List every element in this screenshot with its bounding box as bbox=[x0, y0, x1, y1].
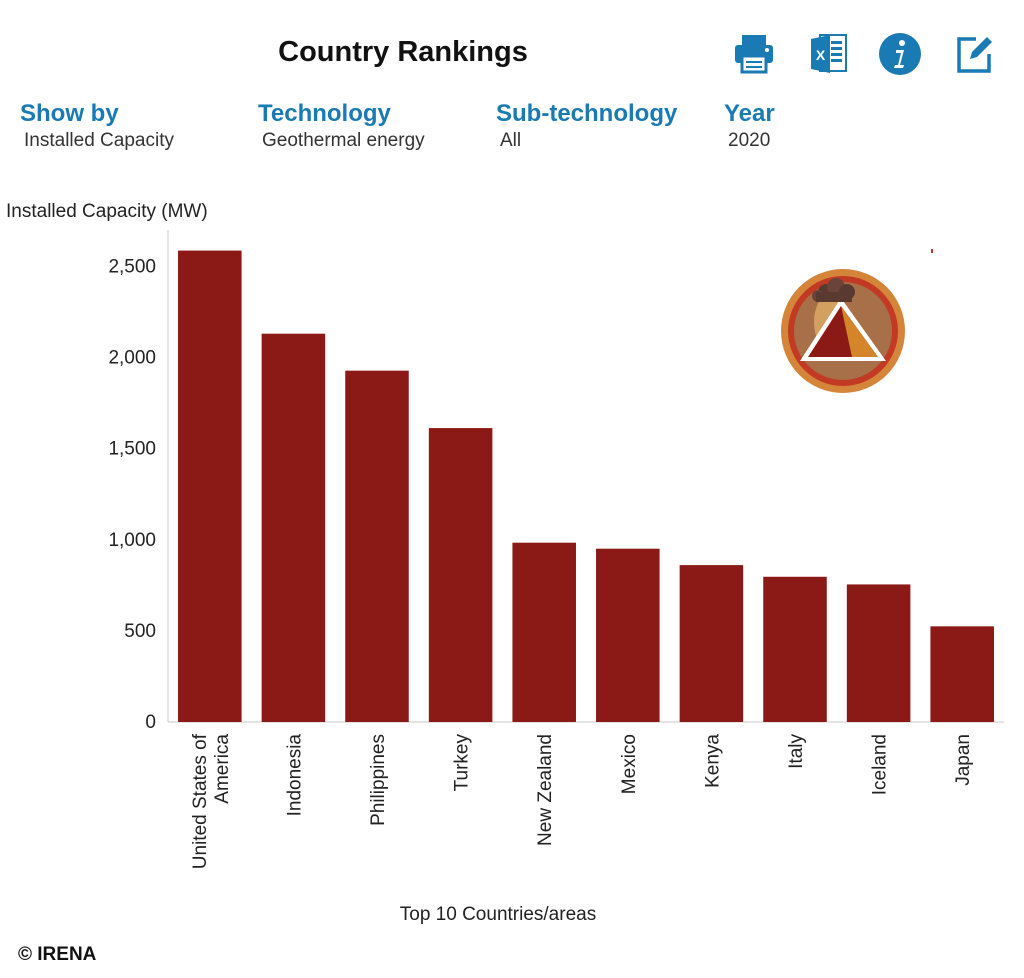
marker-dot bbox=[931, 249, 933, 253]
bar[interactable] bbox=[763, 576, 827, 722]
y-tick-label: 2,000 bbox=[108, 348, 156, 369]
y-tick-label: 0 bbox=[145, 712, 156, 733]
filter-label: Show by bbox=[20, 100, 119, 127]
excel-icon[interactable]: X bbox=[806, 30, 854, 78]
category-label: Mexico bbox=[619, 734, 640, 794]
bar[interactable] bbox=[512, 542, 576, 722]
y-tick-label: 2,500 bbox=[108, 256, 156, 277]
bar[interactable] bbox=[261, 333, 326, 722]
filter-value: Geothermal energy bbox=[262, 130, 425, 151]
y-tick-label: 1,500 bbox=[108, 439, 156, 460]
bar[interactable] bbox=[178, 250, 242, 722]
bar-chart: 0 500 1,000 1,500 2,000 2,500 United States of… bbox=[108, 230, 1004, 869]
toolbar: X bbox=[730, 30, 1010, 78]
y-axis-label: Installed Capacity (MW) bbox=[6, 201, 208, 222]
filter-label: Sub-technology bbox=[496, 100, 678, 127]
category-label: New Zealand bbox=[535, 734, 556, 846]
category-label: Iceland bbox=[870, 734, 891, 795]
bar[interactable] bbox=[345, 370, 409, 722]
filter-show-by[interactable]: Show by Installed Capacity bbox=[20, 100, 174, 152]
bar[interactable] bbox=[846, 584, 911, 722]
filter-year[interactable]: Year 2020 bbox=[724, 100, 775, 152]
copyright: © IRENA bbox=[18, 944, 97, 965]
category-label: Japan bbox=[953, 734, 974, 786]
geothermal-volcano-icon bbox=[778, 266, 908, 396]
bar[interactable] bbox=[428, 428, 493, 722]
y-tick-label: 500 bbox=[124, 621, 156, 642]
bar[interactable] bbox=[596, 548, 660, 722]
bar[interactable] bbox=[679, 565, 744, 722]
y-tick-label: 1,000 bbox=[108, 530, 156, 551]
edit-icon[interactable] bbox=[950, 30, 998, 78]
filter-label: Technology bbox=[258, 100, 391, 127]
filter-sub-technology[interactable]: Sub-technology All bbox=[496, 100, 677, 152]
category-label: Italy bbox=[786, 734, 807, 769]
category-label: United States ofAmerica bbox=[190, 733, 233, 869]
category-label: Kenya bbox=[702, 734, 723, 788]
page-title: Country Rankings bbox=[278, 36, 528, 68]
svg-text:X: X bbox=[816, 47, 826, 63]
filter-value: 2020 bbox=[728, 130, 771, 151]
category-label: Philippines bbox=[368, 734, 389, 826]
info-icon[interactable] bbox=[876, 30, 924, 78]
category-label: Turkey bbox=[452, 734, 473, 792]
filter-technology[interactable]: Technology Geothermal energy bbox=[258, 100, 425, 152]
filter-value: Installed Capacity bbox=[24, 130, 174, 151]
filter-value: All bbox=[500, 130, 522, 151]
print-icon[interactable] bbox=[730, 30, 778, 78]
category-label: Indonesia bbox=[284, 734, 305, 817]
filter-label: Year bbox=[724, 100, 775, 127]
bar[interactable] bbox=[930, 626, 994, 722]
x-axis-label: Top 10 Countries/areas bbox=[399, 904, 597, 925]
